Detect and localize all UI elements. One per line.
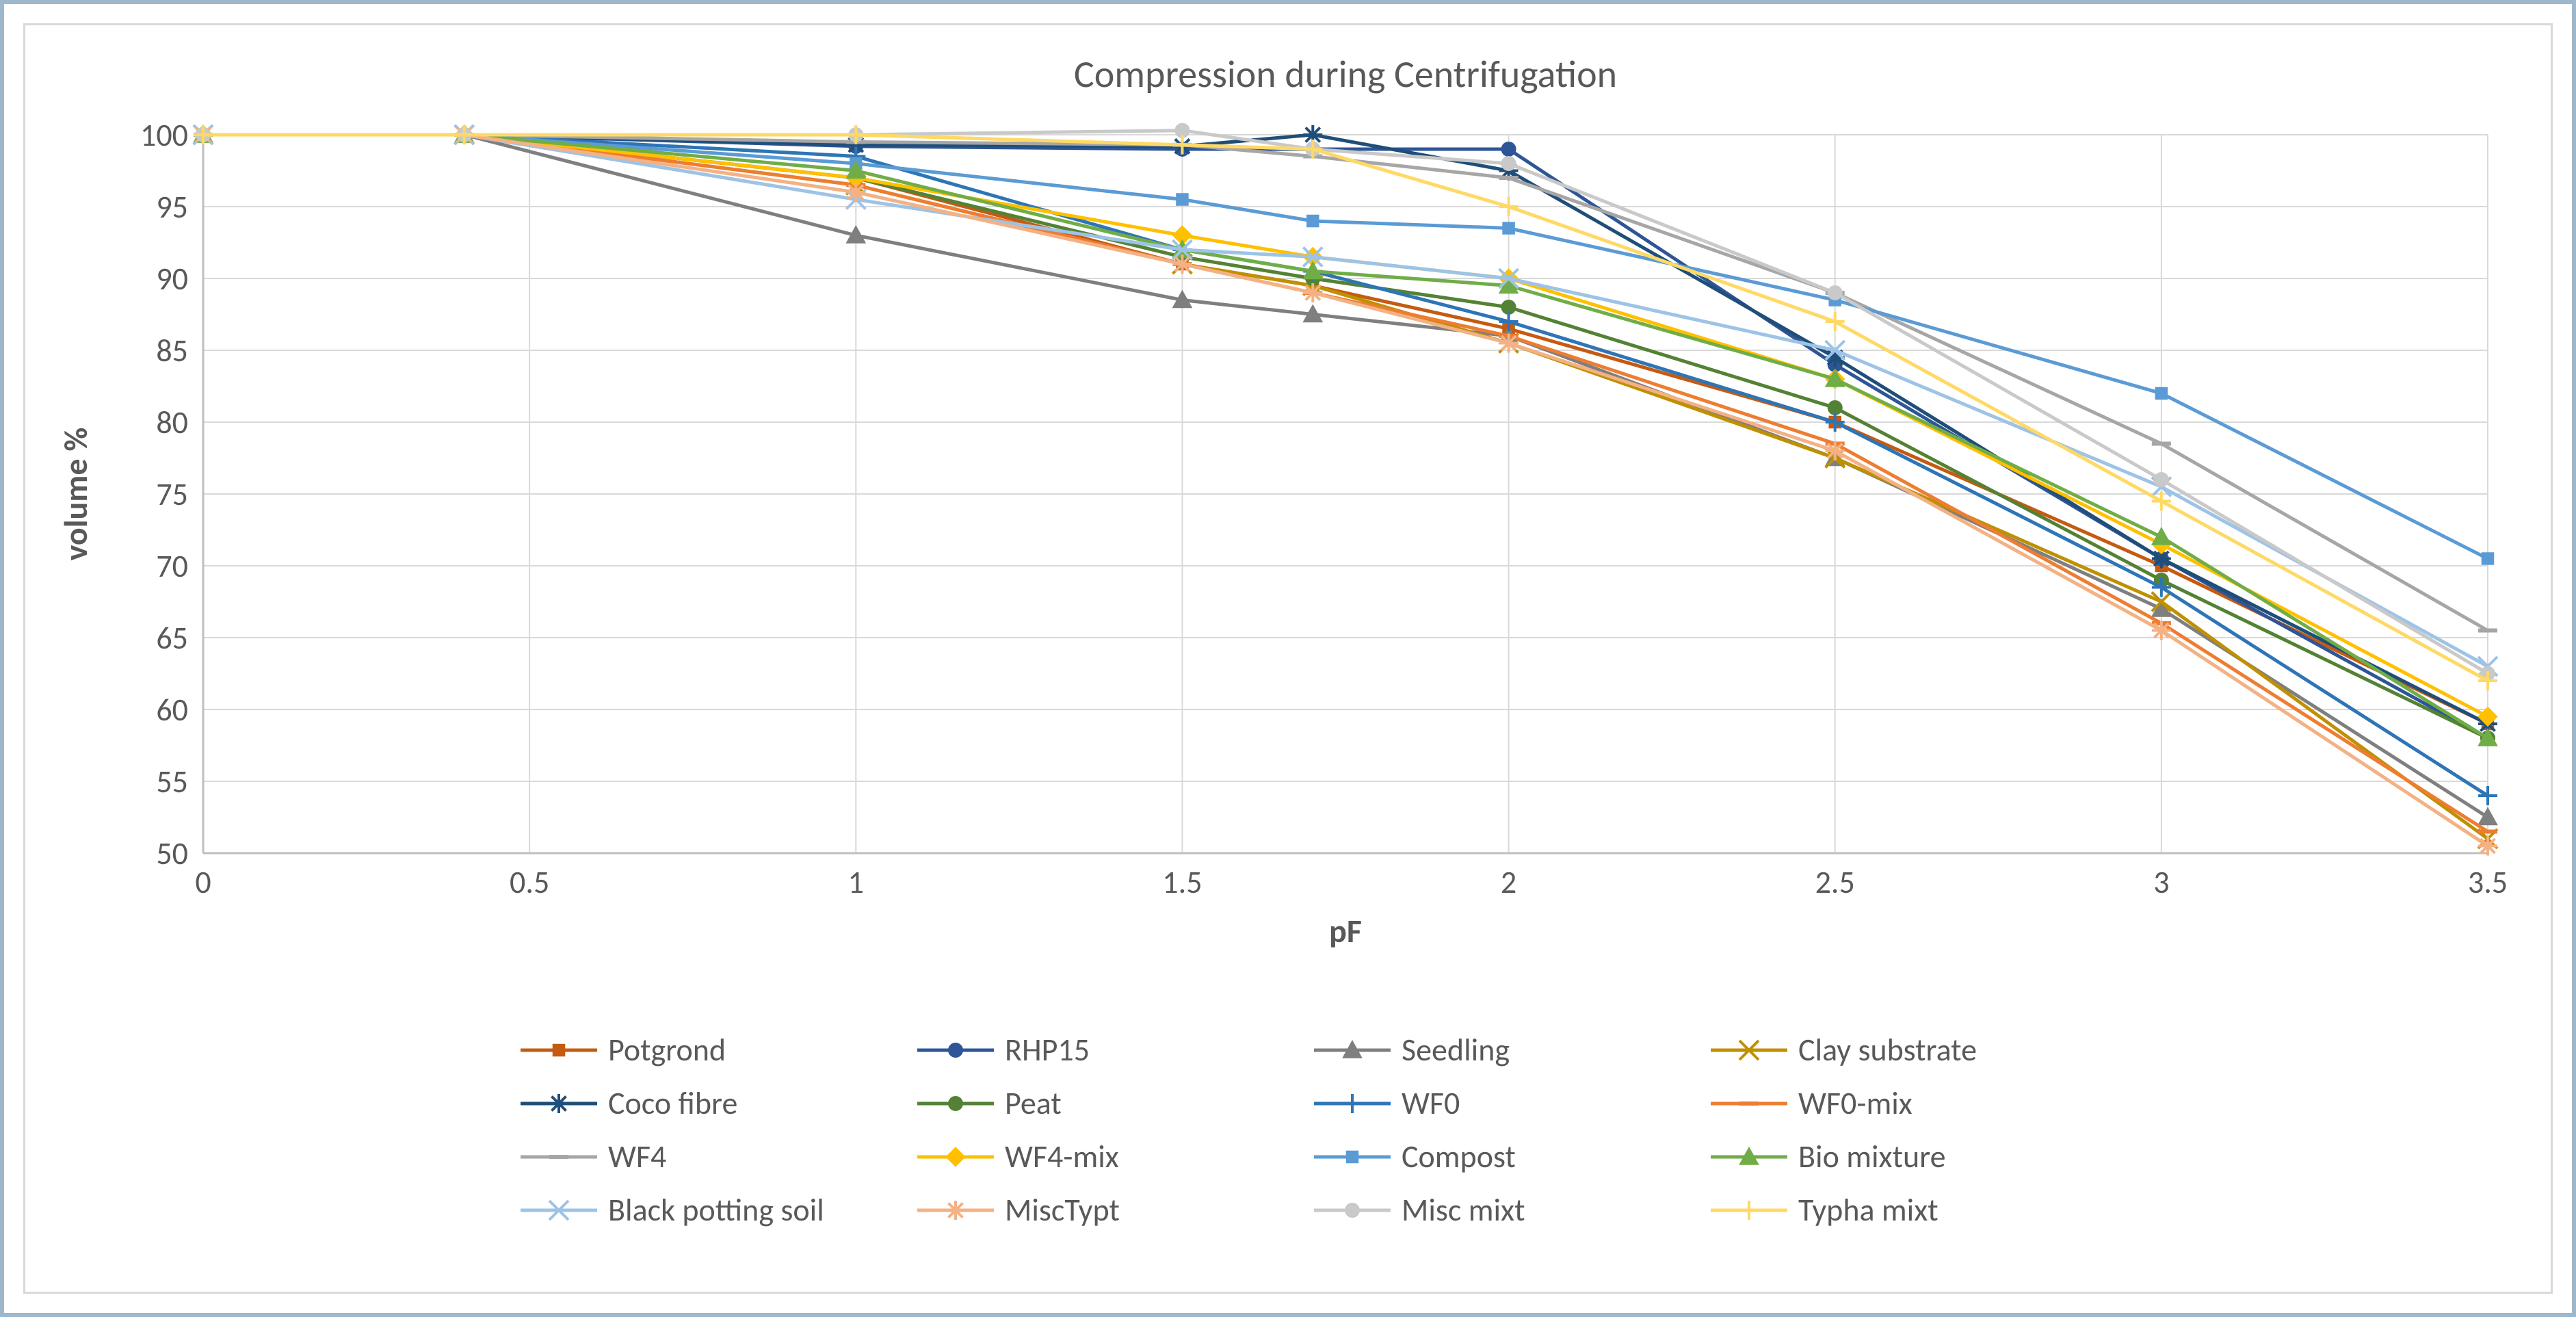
legend-item-bio-mixture: Bio mixture — [1708, 1138, 2091, 1176]
legend-item-typha-mixt: Typha mixt — [1708, 1191, 2091, 1229]
legend-swatch-icon — [518, 1090, 600, 1117]
legend-swatch-icon — [915, 1197, 997, 1224]
ytick-label: 90 — [156, 260, 188, 298]
xtick-label: 1 — [848, 863, 864, 902]
series-misctypt — [194, 125, 2497, 856]
legend-swatch-icon — [518, 1197, 600, 1224]
legend-label: Misc mixt — [1402, 1191, 1525, 1229]
legend-swatch-icon — [1708, 1197, 1790, 1224]
legend-item-compost: Compost — [1311, 1138, 1694, 1176]
legend-label: Potgrond — [608, 1031, 726, 1069]
legend-swatch-icon — [1708, 1036, 1790, 1064]
chart-plot-area: Compression during Centrifugation 50 55 60 6… — [23, 23, 2553, 1294]
ytick-label: 95 — [156, 188, 188, 226]
xtick-label: 2 — [1501, 863, 1516, 902]
legend-item-wf4: WF4 — [518, 1138, 901, 1176]
x-axis-label: pF — [1329, 911, 1362, 951]
legend-label: WF0 — [1402, 1084, 1460, 1123]
legend-item-wf4-mix: WF4-mix — [915, 1138, 1298, 1176]
chart-container: Compression during Centrifugation 50 55 60 6… — [0, 0, 2576, 1317]
series-compost — [197, 129, 2494, 564]
xtick-label: 3.5 — [2468, 863, 2508, 902]
chart-title: Compression during Centrifugation — [1074, 51, 1617, 98]
ytick-label: 85 — [156, 332, 188, 370]
legend-item-coco-fibre: Coco fibre — [518, 1084, 901, 1123]
legend-swatch-icon — [1708, 1143, 1790, 1171]
legend-label: Black potting soil — [608, 1191, 824, 1229]
legend-item-potgrond: Potgrond — [518, 1031, 901, 1069]
legend-item-peat: Peat — [915, 1084, 1298, 1123]
series-peat — [196, 128, 2495, 746]
series-clay-substrate — [194, 125, 2497, 848]
legend-swatch-icon — [915, 1036, 997, 1064]
legend-swatch-icon — [915, 1143, 997, 1171]
legend-label: WF4 — [608, 1138, 666, 1176]
series-bio-mixture — [194, 125, 2497, 746]
ytick-label: 65 — [156, 619, 188, 657]
series-wf4 — [194, 135, 2497, 631]
ytick-label: 60 — [156, 691, 188, 729]
legend-item-misc-mixt: Misc mixt — [1311, 1191, 1694, 1229]
legend-label: Coco fibre — [608, 1084, 737, 1123]
legend-swatch-icon — [1311, 1143, 1393, 1171]
xtick-label: 0 — [195, 863, 211, 902]
legend-label: WF4-mix — [1005, 1138, 1119, 1176]
legend-label: MiscTypt — [1005, 1191, 1120, 1229]
legend-item-black-potting-soil: Black potting soil — [518, 1191, 901, 1229]
legend-item-clay-substrate: Clay substrate — [1708, 1031, 2091, 1069]
legend-label: WF0-mix — [1798, 1084, 1913, 1123]
legend-label: Bio mixture — [1798, 1138, 1946, 1176]
legend-swatch-icon — [518, 1036, 600, 1064]
legend-swatch-icon — [518, 1143, 600, 1171]
series-rhp15 — [196, 128, 2495, 746]
legend-label: Clay substrate — [1798, 1031, 1977, 1069]
legend-label: Compost — [1402, 1138, 1516, 1176]
legend-item-seedling: Seedling — [1311, 1031, 1694, 1069]
ytick-label: 75 — [156, 475, 188, 514]
y-axis-label: volume % — [55, 428, 96, 561]
chart-legend: Potgrond RHP15 Seedling Clay substrate Coco … — [518, 1031, 2091, 1229]
legend-label: Typha mixt — [1798, 1191, 1938, 1229]
series-potgrond — [197, 129, 2494, 730]
series-wf0 — [194, 125, 2497, 805]
series-wf4-mix — [194, 125, 2497, 727]
xtick-label: 1.5 — [1162, 863, 1202, 902]
legend-swatch-icon — [1708, 1090, 1790, 1117]
xtick-label: 0.5 — [510, 863, 549, 902]
ytick-label: 55 — [156, 763, 188, 801]
ytick-label: 100 — [140, 116, 188, 155]
ytick-label: 80 — [156, 404, 188, 442]
legend-swatch-icon — [1311, 1090, 1393, 1117]
legend-label: Seedling — [1402, 1031, 1510, 1069]
legend-swatch-icon — [915, 1090, 997, 1117]
legend-swatch-icon — [1311, 1036, 1393, 1064]
legend-label: Peat — [1005, 1084, 1062, 1123]
series-coco-fibre — [194, 125, 2497, 733]
ytick-label: 50 — [156, 835, 188, 873]
legend-item-wf0-mix: WF0-mix — [1708, 1084, 2091, 1123]
ytick-label: 70 — [156, 547, 188, 586]
xtick-label: 3 — [2153, 863, 2169, 902]
legend-label: RHP15 — [1005, 1031, 1090, 1069]
legend-item-rhp15: RHP15 — [915, 1031, 1298, 1069]
legend-item-misctypt: MiscTypt — [915, 1191, 1298, 1229]
legend-item-wf0: WF0 — [1311, 1084, 1694, 1123]
xtick-label: 2.5 — [1815, 863, 1855, 902]
legend-swatch-icon — [1311, 1197, 1393, 1224]
